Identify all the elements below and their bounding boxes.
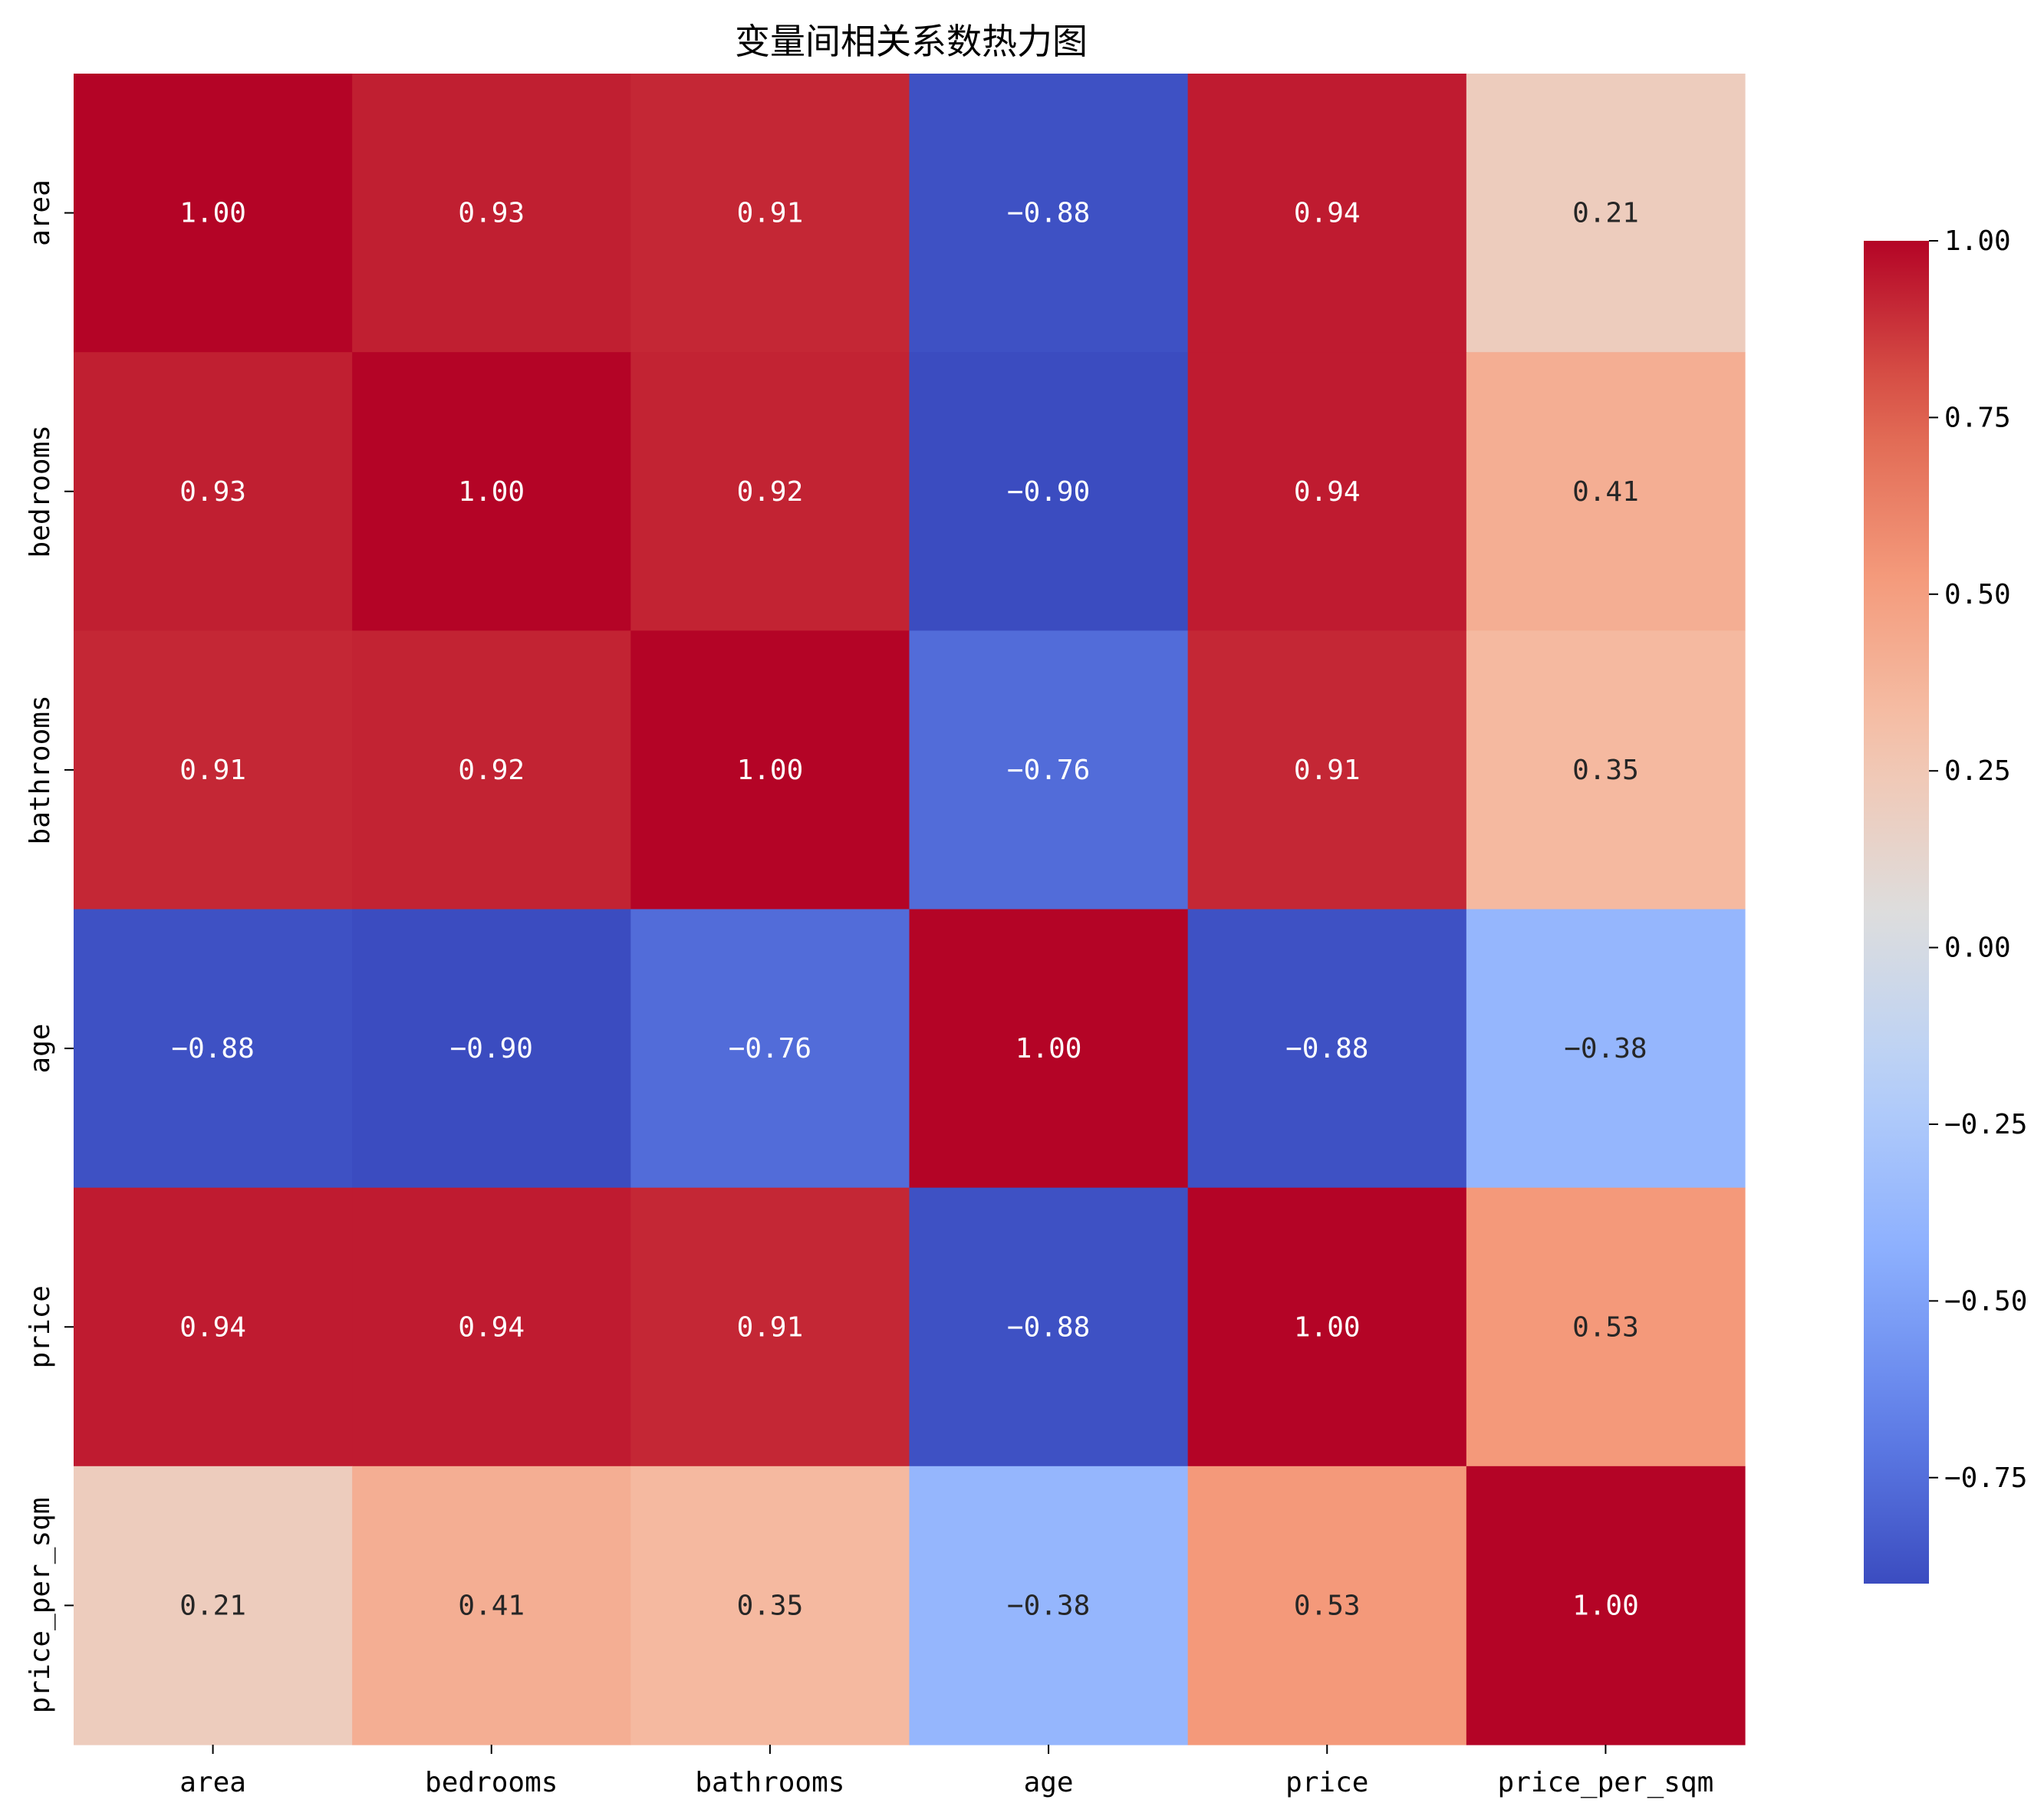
colorbar-gradient	[1864, 241, 1929, 1584]
heatmap-cell-area-age	[909, 74, 1189, 353]
heatmap-cell-age-age	[909, 909, 1189, 1189]
cell-value-bathrooms-age: −0.76	[1007, 755, 1090, 786]
heatmap-cell-price-area	[74, 1187, 353, 1467]
colorbar: 1.00 0.75 0.50 0.25 0.00 −0.25 −0.50 −0.75	[1864, 225, 2027, 1584]
heatmap-cell-bathrooms-age	[909, 630, 1189, 910]
cell-value-bedrooms-price_per_sqm: 0.41	[1572, 476, 1639, 508]
cell-value-price-bathrooms: 0.91	[737, 1311, 804, 1343]
x-tick-label-bathrooms: bathrooms	[695, 1767, 844, 1798]
heatmap-cell-bedrooms-bathrooms	[630, 352, 910, 631]
cell-value-bathrooms-price: 0.91	[1294, 755, 1361, 786]
cell-value-bedrooms-bathrooms: 0.92	[737, 476, 804, 508]
cell-value-area-area: 1.00	[179, 198, 246, 229]
cell-value-area-age: −0.88	[1007, 198, 1090, 229]
heatmap-cell-price_per_sqm-price_per_sqm	[1466, 1466, 1746, 1745]
heatmap-cell-price_per_sqm-age	[909, 1466, 1189, 1745]
heatmap-cell-price-age	[909, 1187, 1189, 1467]
cell-value-price-bedrooms: 0.94	[458, 1311, 525, 1343]
heatmap-cell-bathrooms-bedrooms	[352, 630, 631, 910]
cell-value-area-bathrooms: 0.91	[737, 198, 804, 229]
x-tick-label-area: area	[179, 1767, 246, 1798]
y-tick-label-age: age	[25, 1024, 56, 1074]
y-tick-label-price: price	[25, 1285, 56, 1368]
cell-value-area-price: 0.94	[1294, 198, 1361, 229]
cell-value-bedrooms-bedrooms: 1.00	[458, 476, 525, 508]
cell-value-price_per_sqm-bedrooms: 0.41	[458, 1590, 525, 1621]
cell-value-age-price_per_sqm: −0.38	[1564, 1033, 1647, 1064]
cell-value-bedrooms-area: 0.93	[179, 476, 246, 508]
cell-value-bedrooms-age: −0.90	[1007, 476, 1090, 508]
heatmap-cell-age-price_per_sqm	[1466, 909, 1746, 1189]
cell-value-price_per_sqm-price_per_sqm: 1.00	[1572, 1590, 1639, 1621]
cell-value-price_per_sqm-bathrooms: 0.35	[737, 1590, 804, 1621]
heatmap-cell-bedrooms-price_per_sqm	[1466, 352, 1746, 631]
heatmap-cell-age-price	[1187, 909, 1467, 1189]
heatmap-cell-bathrooms-price	[1187, 630, 1467, 910]
cell-value-age-bathrooms: −0.76	[729, 1033, 811, 1064]
cell-value-bathrooms-bathrooms: 1.00	[737, 755, 804, 786]
heatmap-cell-bedrooms-price	[1187, 352, 1467, 631]
cell-value-bathrooms-bedrooms: 0.92	[458, 755, 525, 786]
cell-value-bathrooms-area: 0.91	[179, 755, 246, 786]
cell-value-age-price: −0.88	[1285, 1033, 1368, 1064]
heatmap-cell-price-bathrooms	[630, 1187, 910, 1467]
y-tick-label-bedrooms: bedrooms	[25, 425, 56, 558]
colorbar-tick-label-0: 1.00	[1944, 225, 2011, 257]
x-tick-label-price: price	[1285, 1767, 1368, 1798]
heatmap-cell-area-bedrooms	[352, 74, 631, 353]
heatmap-cells: 1.00 0.93 0.91 −0.88 0.94 0.21 0.93 1.00 0.92 −0.…	[74, 74, 1746, 1745]
colorbar-tick-label-6: −0.50	[1944, 1285, 2027, 1317]
heatmap-cell-bedrooms-area	[74, 352, 353, 631]
cell-value-age-bedrooms: −0.90	[450, 1033, 533, 1064]
colorbar-tick-label-5: −0.25	[1944, 1109, 2027, 1140]
heatmap-cell-bathrooms-bathrooms	[630, 630, 910, 910]
heatmap-cell-area-area	[74, 74, 353, 353]
cell-value-price-price: 1.00	[1294, 1311, 1361, 1343]
cell-value-price_per_sqm-age: −0.38	[1007, 1590, 1090, 1621]
heatmap-cell-bathrooms-area	[74, 630, 353, 910]
colorbar-tick-label-4: 0.00	[1944, 933, 2011, 964]
y-tick-label-bathrooms: bathrooms	[25, 695, 56, 844]
y-tick-label-price_per_sqm: price_per_sqm	[25, 1498, 56, 1714]
heatmap-cell-age-area	[74, 909, 353, 1189]
colorbar-tick-label-3: 0.25	[1944, 755, 2011, 787]
heatmap-cell-area-price_per_sqm	[1466, 74, 1746, 353]
cell-value-age-age: 1.00	[1015, 1033, 1082, 1064]
cell-value-area-price_per_sqm: 0.21	[1572, 198, 1639, 229]
heatmap-cell-bedrooms-age	[909, 352, 1189, 631]
heatmap-cell-price_per_sqm-area	[74, 1466, 353, 1745]
heatmap-cell-age-bathrooms	[630, 909, 910, 1189]
heatmap-cell-bathrooms-price_per_sqm	[1466, 630, 1746, 910]
y-tick-label-area: area	[25, 179, 56, 246]
chart-title: 变量间相关系数热力图	[735, 21, 1088, 62]
heatmap-cell-price-bedrooms	[352, 1187, 631, 1467]
x-tick-label-price_per_sqm: price_per_sqm	[1498, 1767, 1714, 1798]
heatmap-cell-price-price_per_sqm	[1466, 1187, 1746, 1467]
heatmap-cell-price_per_sqm-price	[1187, 1466, 1467, 1745]
x-tick-label-age: age	[1024, 1767, 1074, 1798]
cell-value-age-area: −0.88	[171, 1033, 254, 1064]
cell-value-price-area: 0.94	[179, 1311, 246, 1343]
colorbar-tick-label-7: −0.75	[1944, 1462, 2027, 1494]
cell-value-price-age: −0.88	[1007, 1311, 1090, 1343]
heatmap-cell-price_per_sqm-bathrooms	[630, 1466, 910, 1745]
cell-value-price_per_sqm-area: 0.21	[179, 1590, 246, 1621]
x-tick-label-bedrooms: bedrooms	[425, 1767, 558, 1798]
heatmap-cell-bedrooms-bedrooms	[352, 352, 631, 631]
cell-value-price-price_per_sqm: 0.53	[1572, 1311, 1639, 1343]
heatmap-cell-area-bathrooms	[630, 74, 910, 353]
colorbar-tick-label-1: 0.75	[1944, 402, 2011, 433]
cell-value-bathrooms-price_per_sqm: 0.35	[1572, 755, 1639, 786]
cell-value-area-bedrooms: 0.93	[458, 198, 525, 229]
cell-value-bedrooms-price: 0.94	[1294, 476, 1361, 508]
colorbar-tick-label-2: 0.50	[1944, 579, 2011, 610]
heatmap-cell-area-price	[1187, 74, 1467, 353]
heatmap-cell-price_per_sqm-bedrooms	[352, 1466, 631, 1745]
heatmap-cell-age-bedrooms	[352, 909, 631, 1189]
cell-value-price_per_sqm-price: 0.53	[1294, 1590, 1361, 1621]
heatmap-cell-price-price	[1187, 1187, 1467, 1467]
axis-ticks: area bedrooms bathrooms age price price_per_s…	[25, 179, 1713, 1798]
